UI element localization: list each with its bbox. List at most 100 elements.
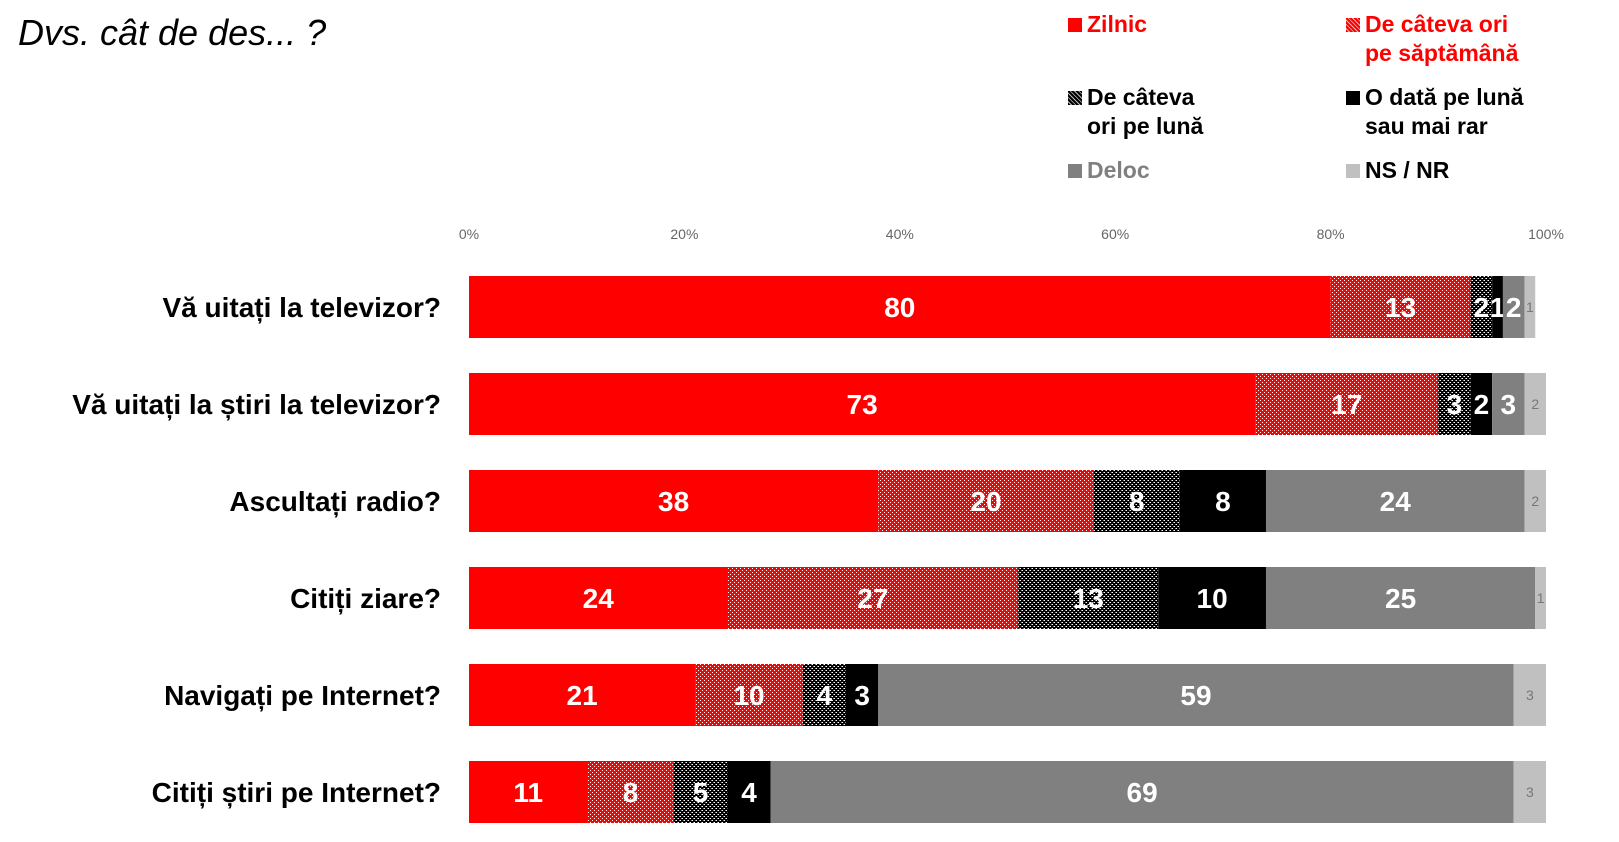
bar-segment-zilnic	[469, 470, 879, 532]
x-tick-label: 20%	[670, 226, 698, 242]
bar-segment-deloc	[878, 664, 1514, 726]
data-label: 2	[1474, 292, 1490, 323]
legend-swatch	[1346, 18, 1360, 32]
data-label: 2	[1531, 493, 1539, 509]
bar-segment-ns-nr	[1524, 276, 1536, 338]
bar-segment-zilnic	[469, 761, 588, 823]
bar-segment-o-data-pe-luna-sau-mai-rar	[1158, 567, 1266, 629]
bar-segment-deloc	[1502, 276, 1525, 338]
bar-segment-zilnic	[469, 567, 728, 629]
data-label: 3	[1447, 389, 1463, 420]
bar-segment-de-cateva-ori-pe-saptamana	[878, 470, 1094, 532]
data-label: 24	[1380, 486, 1412, 517]
legend-swatch	[1346, 91, 1360, 105]
legend-item-deloc: Deloc	[1068, 156, 1150, 185]
bar-segment-de-cateva-ori-pe-luna	[673, 761, 728, 823]
legend-swatch	[1068, 164, 1082, 178]
data-label: 73	[847, 389, 878, 420]
bar-segment-de-cateva-ori-pe-luna	[1470, 276, 1493, 338]
bar-segment-deloc	[1492, 373, 1525, 435]
legend-swatch	[1068, 91, 1082, 105]
x-tick-label: 60%	[1101, 226, 1129, 242]
legend-label: Deloc	[1087, 157, 1150, 183]
data-label: 4	[741, 777, 757, 808]
bar-segment-de-cateva-ori-pe-luna	[1093, 470, 1180, 532]
legend-item-zilnic: Zilnic	[1068, 10, 1147, 39]
bar-segment-ns-nr	[1524, 373, 1546, 435]
data-label: 17	[1331, 389, 1362, 420]
x-tick-label: 100%	[1528, 226, 1564, 242]
data-label: 24	[583, 583, 615, 614]
data-label: 10	[733, 680, 764, 711]
bar-segment-o-data-pe-luna-sau-mai-rar	[1470, 373, 1493, 435]
bar-segment-ns-nr	[1524, 470, 1546, 532]
data-label: 25	[1385, 583, 1416, 614]
data-label: 2	[1474, 389, 1490, 420]
bar-segment-deloc	[770, 761, 1514, 823]
bar-segment-de-cateva-ori-pe-saptamana	[1255, 373, 1439, 435]
data-label: 13	[1385, 292, 1416, 323]
data-label: 1	[1526, 299, 1534, 315]
category-label: Vă uitați la știri la televizor?	[72, 389, 441, 420]
bar-segment-o-data-pe-luna-sau-mai-rar	[1492, 276, 1503, 338]
bar-segment-deloc	[1265, 567, 1536, 629]
legend-label: O dată pe lună sau mai rar	[1365, 84, 1524, 139]
data-label: 8	[1215, 486, 1231, 517]
category-label: Ascultați radio?	[229, 486, 441, 517]
data-label: 4	[817, 680, 833, 711]
legend-item-de-cateva-ori-pe-saptamana: De câteva ori pe săptămână	[1346, 10, 1518, 68]
category-label: Vă uitați la televizor?	[162, 292, 441, 323]
legend-item-de-cateva-ori-pe-luna: De câteva ori pe lună	[1068, 83, 1203, 141]
legend-label: De câteva ori pe lună	[1087, 84, 1204, 139]
bar-segment-zilnic	[469, 373, 1256, 435]
data-label: 80	[884, 292, 915, 323]
bar-segment-de-cateva-ori-pe-luna	[1438, 373, 1471, 435]
bar-segment-ns-nr	[1513, 664, 1546, 726]
bar-segment-de-cateva-ori-pe-luna	[802, 664, 846, 726]
x-tick-label: 0%	[459, 226, 479, 242]
bar-segment-o-data-pe-luna-sau-mai-rar	[727, 761, 771, 823]
data-label: 11	[513, 777, 543, 808]
x-tick-label: 40%	[886, 226, 914, 242]
bar-segment-de-cateva-ori-pe-saptamana	[727, 567, 1019, 629]
data-label: 2	[1531, 396, 1539, 412]
data-label: 59	[1180, 680, 1211, 711]
data-label: 21	[567, 680, 598, 711]
data-label: 3	[854, 680, 870, 711]
bar-segment-de-cateva-ori-pe-saptamana	[695, 664, 803, 726]
legend-label: De câteva ori pe săptămână	[1365, 11, 1519, 66]
bar-segment-deloc	[1265, 470, 1525, 532]
bar-segment-de-cateva-ori-pe-saptamana	[1330, 276, 1471, 338]
data-label: 27	[857, 583, 888, 614]
bar-segment-de-cateva-ori-pe-luna	[1018, 567, 1159, 629]
data-label: 3	[1526, 687, 1534, 703]
data-label: 20	[970, 486, 1001, 517]
bar-segment-o-data-pe-luna-sau-mai-rar	[845, 664, 879, 726]
category-label: Citiți știri pe Internet?	[152, 777, 441, 808]
data-label: 8	[1129, 486, 1145, 517]
category-label: Navigați pe Internet?	[164, 680, 441, 711]
data-label: 1	[1490, 292, 1506, 323]
legend-item-o-data-pe-luna-sau-mai-rar: O dată pe lună sau mai rar	[1346, 83, 1523, 141]
data-label: 69	[1127, 777, 1158, 808]
legend-swatch	[1346, 164, 1360, 178]
x-tick-label: 80%	[1317, 226, 1345, 242]
data-label: 3	[1526, 784, 1534, 800]
data-label: 13	[1073, 583, 1104, 614]
legend-item-ns-nr: NS / NR	[1346, 156, 1449, 185]
legend-swatch	[1068, 18, 1082, 32]
bar-segment-de-cateva-ori-pe-saptamana	[587, 761, 674, 823]
data-label: 10	[1197, 583, 1228, 614]
data-label: 5	[693, 777, 709, 808]
data-label: 8	[623, 777, 639, 808]
category-label: Citiți ziare?	[290, 583, 441, 614]
chart-title: Dvs. cât de des... ?	[18, 12, 327, 53]
legend-label: NS / NR	[1365, 157, 1450, 183]
data-label: 1	[1537, 590, 1545, 606]
data-label: 3	[1501, 389, 1517, 420]
bar-segment-zilnic	[469, 276, 1331, 338]
data-label: 38	[658, 486, 689, 517]
bar-segment-o-data-pe-luna-sau-mai-rar	[1179, 470, 1266, 532]
bar-segment-ns-nr	[1535, 567, 1546, 629]
